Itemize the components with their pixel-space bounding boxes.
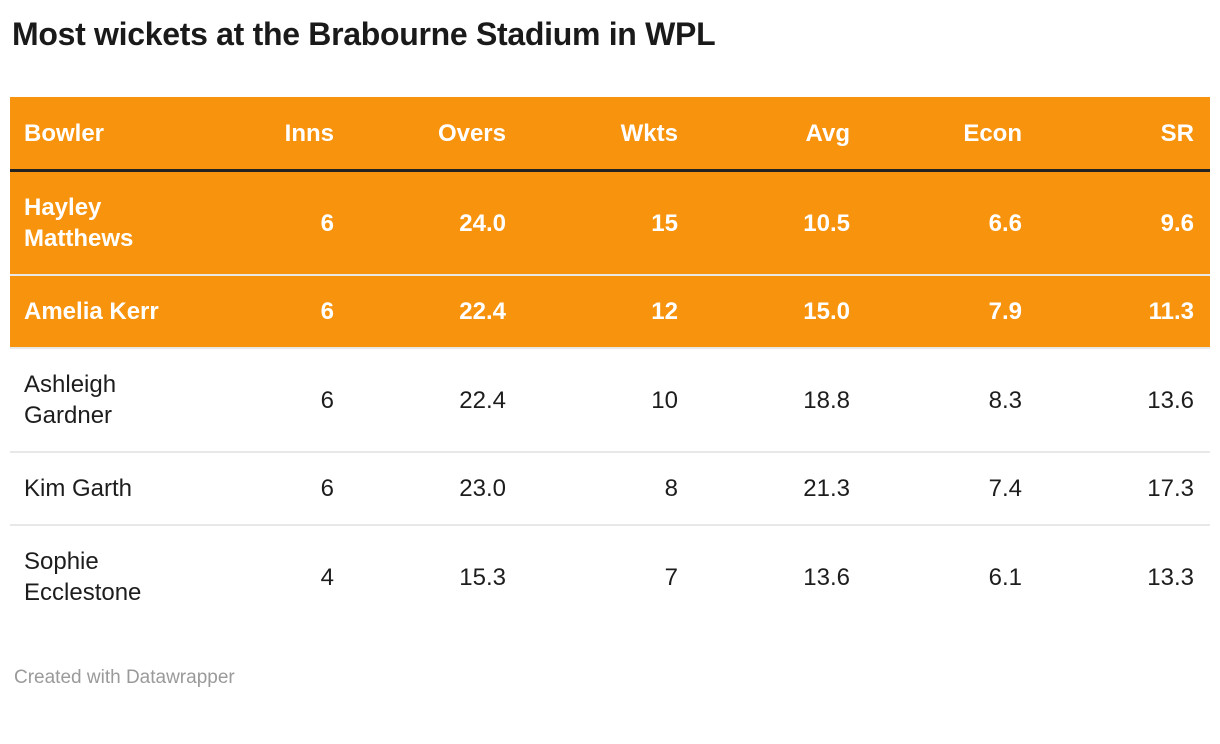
column-header-avg: Avg (805, 119, 850, 147)
column-header-bowler: Bowler (24, 119, 105, 147)
table-row-ashleigh-gardner: Ashleigh Gardner 6 22.4 10 18.8 8.3 13.6 (10, 348, 1210, 452)
table-header-row: Bowler Inns Overs Wkts Avg Econ SR (10, 97, 1210, 171)
cell-avg: 18.8 (803, 386, 850, 414)
cell-overs: 23.0 (459, 475, 506, 502)
table-visualization: Most wickets at the Brabourne Stadium in… (10, 16, 1210, 688)
cell-sr: 17.3 (1147, 475, 1194, 502)
cell-wkts: 8 (664, 475, 678, 502)
cell-inns: 4 (320, 563, 334, 591)
cell-wkts: 15 (651, 209, 678, 237)
cell-sr: 11.3 (1148, 298, 1194, 325)
table-row-amelia-kerr: Amelia Kerr 6 22.4 12 15.0 7.9 11.3 (10, 275, 1210, 348)
cell-inns: 6 (320, 386, 334, 414)
cell-overs: 22.4 (459, 298, 506, 325)
cell-sr: 13.6 (1147, 386, 1194, 414)
table-row-sophie-ecclestone: Sophie Ecclestone 4 15.3 7 13.6 6.1 13.3 (10, 525, 1210, 628)
cell-overs: 22.4 (459, 386, 506, 414)
column-header-overs: Overs (437, 119, 506, 147)
table-row-hayley-matthews: Hayley Matthews 6 24.0 15 10.5 6.6 9.6 (10, 170, 1210, 275)
cell-sr: 9.6 (1160, 209, 1194, 237)
cell-inns: 6 (320, 209, 334, 237)
column-header-sr: SR (1160, 119, 1194, 147)
cell-econ: 6.6 (988, 209, 1022, 237)
wickets-table: Bowler Inns Overs Wkts Avg Econ SR Hayle… (10, 97, 1210, 628)
cell-bowler: Hayley Matthews (24, 194, 134, 252)
cell-overs: 24.0 (459, 209, 506, 237)
cell-inns: 6 (320, 298, 334, 325)
cell-bowler: Sophie Ecclestone (24, 548, 142, 606)
table-row-kim-garth: Kim Garth 6 23.0 8 21.3 7.4 17.3 (10, 452, 1210, 525)
page-title: Most wickets at the Brabourne Stadium in… (12, 16, 716, 52)
column-header-wkts: Wkts (620, 119, 678, 147)
cell-econ: 7.9 (988, 298, 1022, 325)
cell-avg: 21.3 (803, 475, 850, 502)
cell-wkts: 7 (664, 563, 678, 591)
cell-bowler: Ashleigh Gardner (24, 371, 117, 429)
cell-avg: 13.6 (803, 563, 850, 591)
cell-econ: 8.3 (988, 386, 1022, 414)
cell-econ: 7.4 (988, 475, 1022, 502)
cell-avg: 15.0 (803, 298, 850, 325)
datawrapper-credit-link[interactable]: Created with Datawrapper (14, 667, 235, 688)
cell-inns: 6 (320, 475, 334, 502)
column-header-econ: Econ (963, 119, 1022, 147)
cell-wkts: 10 (651, 386, 678, 414)
cell-avg: 10.5 (803, 209, 850, 237)
cell-wkts: 12 (651, 298, 678, 325)
cell-overs: 15.3 (459, 563, 506, 591)
cell-sr: 13.3 (1147, 563, 1194, 591)
cell-bowler: Amelia Kerr (24, 298, 159, 325)
column-header-inns: Inns (284, 119, 334, 147)
cell-econ: 6.1 (988, 563, 1022, 591)
cell-bowler: Kim Garth (24, 475, 133, 502)
